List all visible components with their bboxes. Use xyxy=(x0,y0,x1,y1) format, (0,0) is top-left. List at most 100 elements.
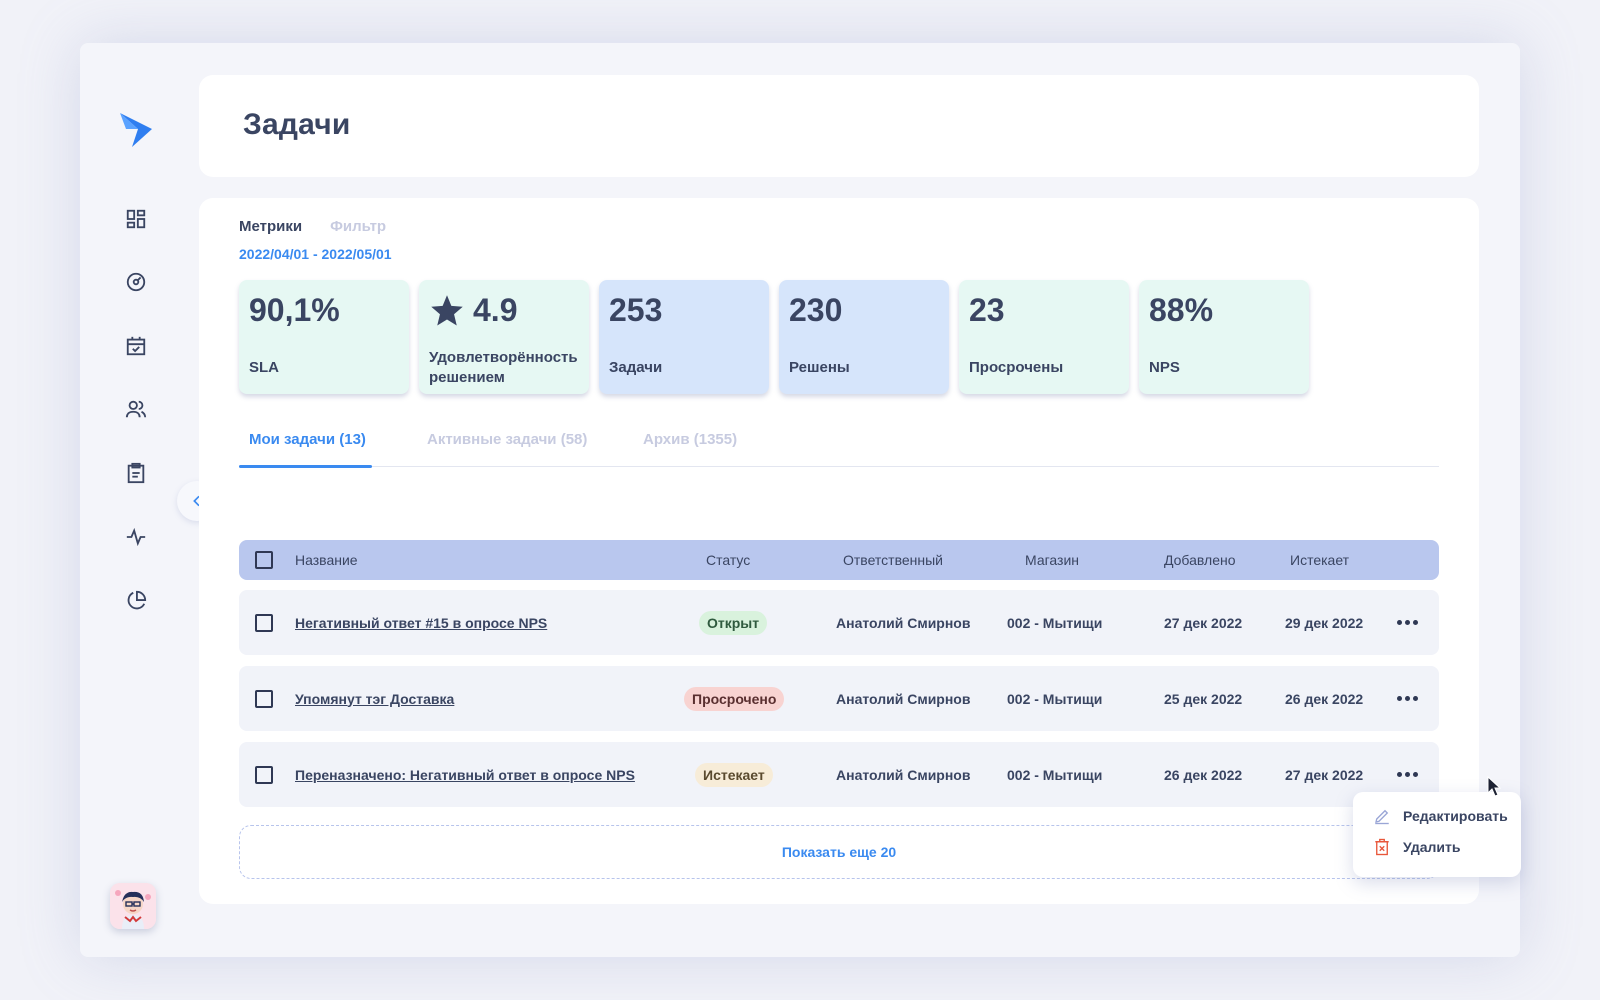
table-header: Название Статус Ответственный Магазин До… xyxy=(239,540,1439,580)
table-row[interactable]: Негативный ответ #15 в опросе NPS Открыт… xyxy=(239,590,1439,655)
row-actions-cell xyxy=(1397,666,1418,731)
clipboard-icon[interactable] xyxy=(122,459,150,487)
table-row[interactable]: Переназначено: Негативный ответ в опросе… xyxy=(239,742,1439,807)
store-cell: 002 - Мытищи xyxy=(1007,690,1103,707)
page-title: Задачи xyxy=(243,108,351,141)
expires-date-cell: 29 дек 2022 xyxy=(1285,614,1364,631)
metrics-filter-tabs: Метрики Фильтр xyxy=(239,218,386,235)
metric-value: 230 xyxy=(789,292,843,328)
more-options-icon[interactable] xyxy=(1397,620,1418,625)
column-header-status[interactable]: Статус xyxy=(706,552,751,568)
status-cell: Истекает xyxy=(695,742,773,807)
delete-label: Удалить xyxy=(1403,839,1461,855)
select-all-cell xyxy=(255,540,273,580)
metric-card-resolved[interactable]: 230 Решены xyxy=(779,280,949,394)
task-name-link[interactable]: Переназначено: Негативный ответ в опросе… xyxy=(295,766,635,783)
edit-menu-item[interactable]: Редактировать xyxy=(1373,807,1508,825)
header-card: Задачи xyxy=(199,75,1479,177)
metric-card-overdue[interactable]: 23 Просрочены xyxy=(959,280,1129,394)
row-actions-cell xyxy=(1397,590,1418,655)
assignee-cell: Анатолий Смирнов xyxy=(836,614,971,631)
app-window: Задачи Метрики Фильтр 2022/04/01 - 2022/… xyxy=(80,43,1521,957)
task-name-cell: Упомянут тэг Доставка xyxy=(295,666,454,731)
tab-metrics[interactable]: Метрики xyxy=(239,218,303,235)
row-checkbox-cell xyxy=(255,666,273,731)
metric-card-satisfaction[interactable]: 4.9 Удовлетворённость решением xyxy=(419,280,589,394)
pencil-icon xyxy=(1375,809,1389,825)
tab-my-tasks[interactable]: Мои задачи (13) xyxy=(239,431,372,468)
activity-icon[interactable] xyxy=(122,523,150,551)
more-options-icon[interactable] xyxy=(1397,696,1418,701)
pie-chart-icon[interactable] xyxy=(122,587,150,615)
users-icon[interactable] xyxy=(122,395,150,423)
logo-icon[interactable] xyxy=(118,111,154,149)
chevron-left-icon xyxy=(193,495,200,507)
table-row[interactable]: Упомянут тэг Доставка Просрочено Анатоли… xyxy=(239,666,1439,731)
row-checkbox[interactable] xyxy=(255,765,273,784)
star-icon xyxy=(431,294,463,326)
avatar[interactable] xyxy=(110,883,156,929)
status-badge: Просрочено xyxy=(684,686,785,711)
task-tabs: Мои задачи (13) Активные задачи (58) Арх… xyxy=(239,431,1439,468)
metric-value: 4.9 xyxy=(473,292,518,328)
dashboard-icon[interactable] xyxy=(122,205,150,233)
metric-value-wrap: 4.9 xyxy=(429,292,517,329)
column-header-assignee[interactable]: Ответственный xyxy=(843,552,943,568)
task-name-cell: Переназначено: Негативный ответ в опросе… xyxy=(295,742,635,807)
metric-card-nps[interactable]: 88% NPS xyxy=(1139,280,1309,394)
store-cell: 002 - Мытищи xyxy=(1007,614,1103,631)
added-date-cell: 27 дек 2022 xyxy=(1164,614,1243,631)
metric-label: Удовлетворённость решением xyxy=(429,349,578,386)
column-header-added[interactable]: Добавлено xyxy=(1164,552,1236,568)
tab-archive[interactable]: Архив (1355) xyxy=(643,431,738,448)
row-checkbox-cell xyxy=(255,590,273,655)
task-name-link[interactable]: Упомянут тэг Доставка xyxy=(295,690,455,707)
tab-active-tasks[interactable]: Активные задачи (58) xyxy=(427,431,588,448)
store-cell: 002 - Мытищи xyxy=(1007,766,1103,783)
date-range[interactable]: 2022/04/01 - 2022/05/01 xyxy=(239,246,392,262)
metric-card-sla[interactable]: 90,1% SLA xyxy=(239,280,409,394)
metric-value: 253 xyxy=(609,292,663,328)
status-cell: Открыт xyxy=(699,590,768,655)
assignee-cell: Анатолий Смирнов xyxy=(836,766,971,783)
metric-label: Решены xyxy=(789,359,850,376)
metric-label: Задачи xyxy=(609,359,663,376)
speedometer-icon[interactable] xyxy=(122,268,150,296)
edit-label: Редактировать xyxy=(1403,808,1508,824)
delete-menu-item[interactable]: Удалить xyxy=(1373,838,1460,856)
added-date-cell: 25 дек 2022 xyxy=(1164,690,1243,707)
metric-value: 23 xyxy=(969,292,1005,328)
select-all-checkbox[interactable] xyxy=(255,551,273,569)
show-more-button[interactable]: Показать еще 20 xyxy=(239,825,1439,879)
main-card: Метрики Фильтр 2022/04/01 - 2022/05/01 9… xyxy=(199,198,1479,904)
status-badge: Истекает xyxy=(695,762,773,787)
column-header-name[interactable]: Название xyxy=(295,552,358,568)
calendar-check-icon[interactable] xyxy=(122,332,150,360)
metric-value: 88% xyxy=(1149,292,1214,328)
metric-label: Просрочены xyxy=(969,359,1064,376)
task-name-link[interactable]: Негативный ответ #15 в опросе NPS xyxy=(295,614,548,631)
mouse-cursor-icon xyxy=(1487,776,1501,797)
metric-label: SLA xyxy=(249,359,279,376)
metrics-row: 90,1% SLA 4.9 Удовлетворённость решением… xyxy=(239,280,1309,394)
row-checkbox-cell xyxy=(255,742,273,807)
task-name-cell: Негативный ответ #15 в опросе NPS xyxy=(295,590,547,655)
tab-filter[interactable]: Фильтр xyxy=(330,218,387,235)
row-context-menu: Редактировать Удалить xyxy=(1353,792,1521,877)
metric-label: NPS xyxy=(1149,359,1180,376)
row-actions-cell xyxy=(1397,742,1418,807)
metric-value: 90,1% xyxy=(249,292,340,328)
assignee-cell: Анатолий Смирнов xyxy=(836,690,971,707)
column-header-store[interactable]: Магазин xyxy=(1025,552,1080,568)
column-header-expires[interactable]: Истекает xyxy=(1290,552,1350,568)
expires-date-cell: 26 дек 2022 xyxy=(1285,690,1364,707)
metric-card-tasks[interactable]: 253 Задачи xyxy=(599,280,769,394)
more-options-icon[interactable] xyxy=(1397,772,1418,777)
status-badge: Открыт xyxy=(699,610,768,635)
row-checkbox[interactable] xyxy=(255,689,273,708)
row-checkbox[interactable] xyxy=(255,613,273,632)
added-date-cell: 26 дек 2022 xyxy=(1164,766,1243,783)
sidebar xyxy=(80,43,195,957)
trash-icon xyxy=(1375,838,1389,856)
status-cell: Просрочено xyxy=(684,666,785,731)
